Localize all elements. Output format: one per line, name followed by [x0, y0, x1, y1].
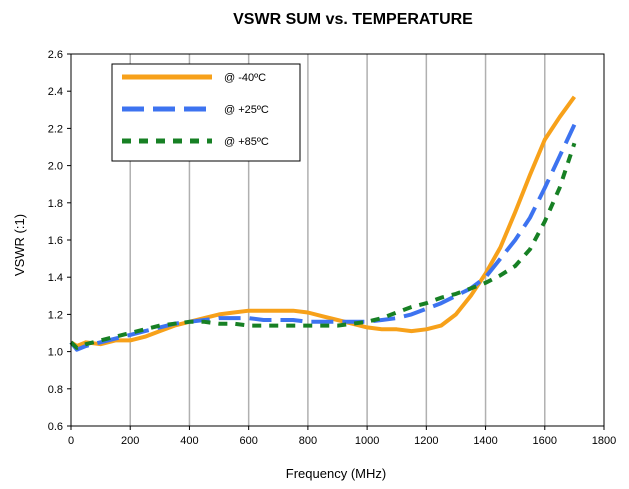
y-tick-label: 2.0	[48, 161, 63, 173]
y-tick-label: 0.8	[48, 384, 63, 396]
x-tick-label: 1400	[473, 435, 497, 447]
legend-label-3: @ +85ºC	[224, 136, 269, 148]
y-tick-label: 2.2	[48, 123, 63, 135]
x-tick-label: 1800	[592, 435, 616, 447]
chart-title: VSWR SUM vs. TEMPERATURE	[233, 11, 473, 28]
x-tick-label: 200	[121, 435, 139, 447]
y-tick-label: 0.6	[48, 421, 63, 433]
x-tick-label: 1200	[414, 435, 438, 447]
series-line-3	[69, 142, 577, 350]
legend: @ -40ºC @ +25ºC @ +85ºC	[111, 63, 301, 162]
x-tick-label: 1600	[533, 435, 557, 447]
x-tick-label: 600	[239, 435, 257, 447]
y-tick-label: 2.4	[48, 86, 63, 98]
y-tick-label: 1.2	[48, 309, 63, 321]
axis-ticks: 0 200 400 600 800 1000 1200 1400 1600 1800 0.6 0.8 1…	[48, 49, 617, 447]
legend-label-1: @ -40ºC	[224, 72, 266, 84]
series-line-1	[69, 95, 577, 348]
x-axis-label: Frequency (MHz)	[286, 466, 386, 481]
x-tick-label: 400	[180, 435, 198, 447]
y-tick-label: 1.6	[48, 235, 63, 247]
x-tick-label: 1000	[355, 435, 379, 447]
legend-label-2: @ +25ºC	[224, 104, 269, 116]
legend-box	[111, 63, 301, 162]
x-tick-label: 0	[68, 435, 74, 447]
y-tick-label: 2.6	[48, 49, 63, 61]
y-tick-label: 1.0	[48, 347, 63, 359]
y-tick-label: 1.8	[48, 198, 63, 210]
x-tick-label: 800	[299, 435, 317, 447]
series-layer	[69, 95, 577, 352]
y-axis-label: VSWR (:1)	[12, 214, 27, 276]
y-tick-label: 1.4	[48, 272, 63, 284]
